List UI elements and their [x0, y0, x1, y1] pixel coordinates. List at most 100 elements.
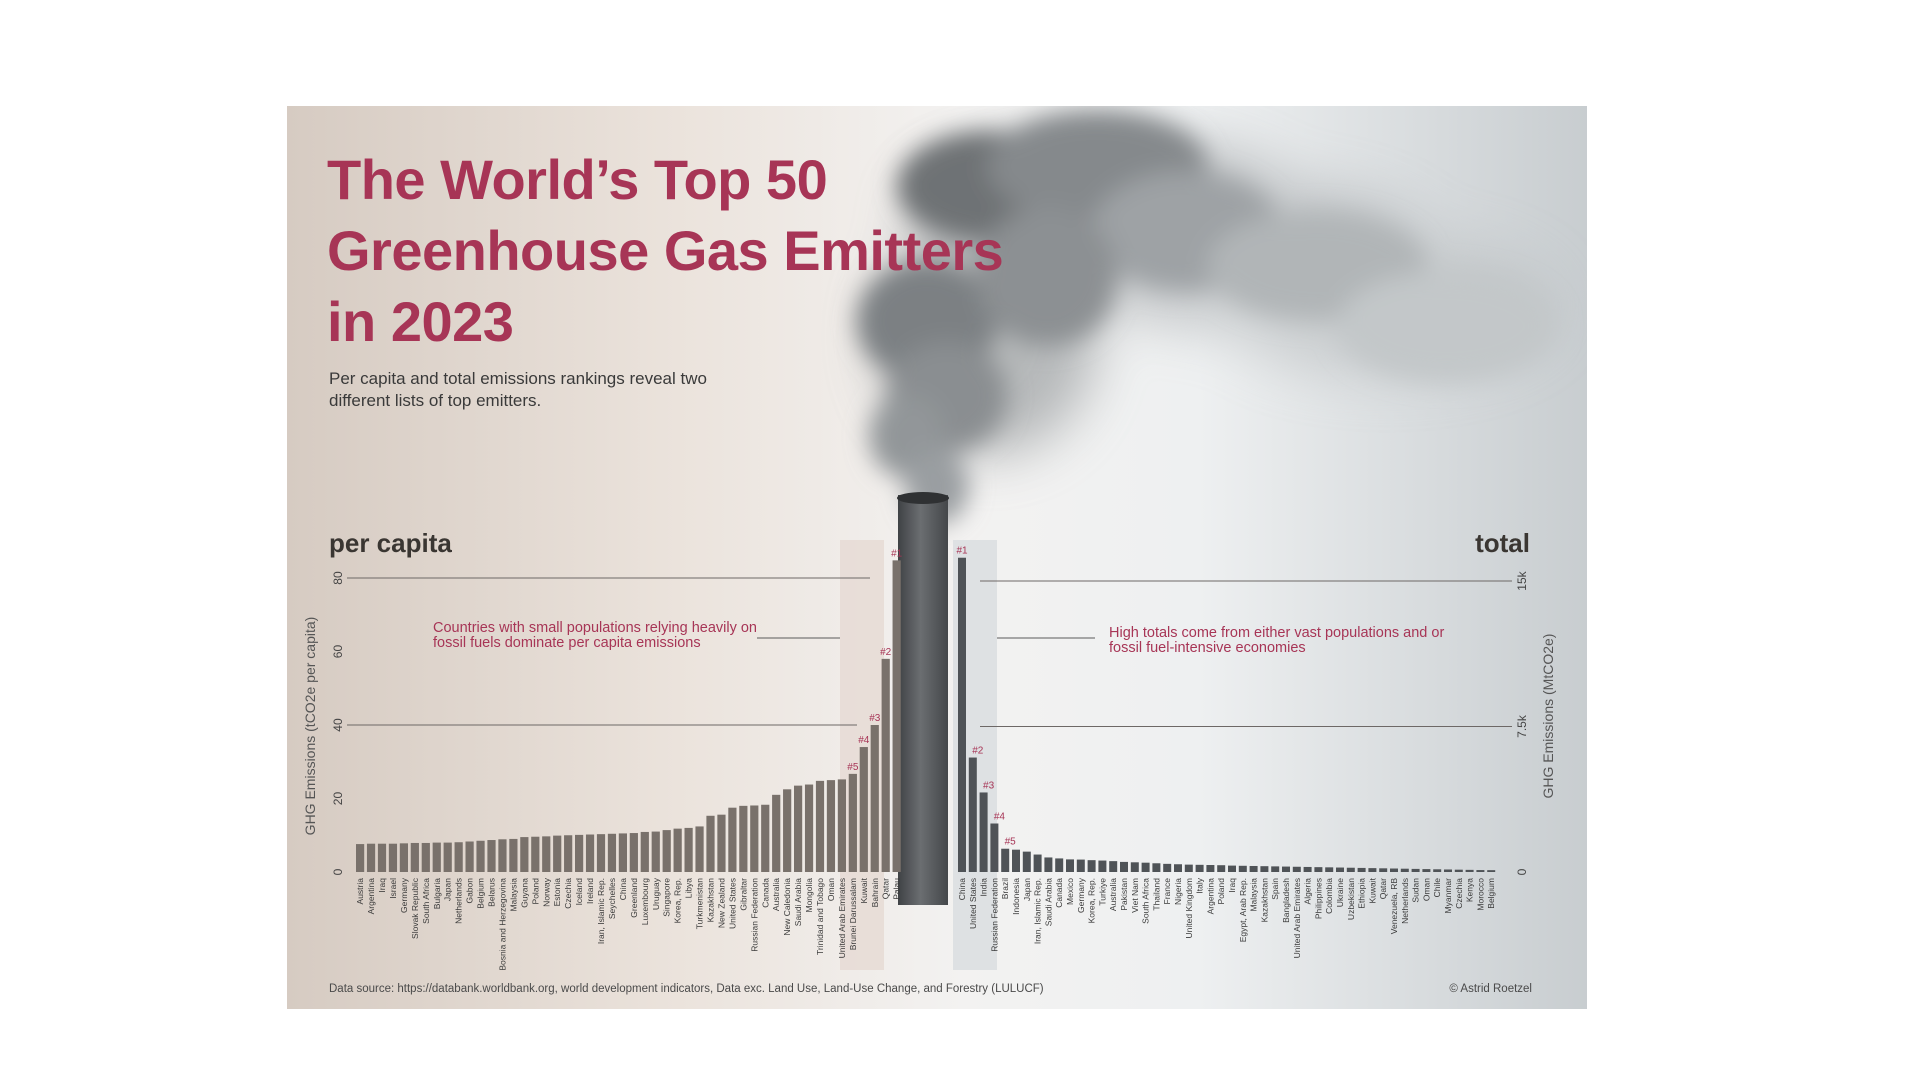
per-capita-category-label: Uruguay: [651, 877, 661, 910]
per-capita-bar: [410, 842, 419, 872]
per-capita-category-label: United Arab Emirates: [837, 878, 847, 958]
per-capita-category-label: New Zealand: [716, 878, 726, 928]
per-capita-category-label: Libya: [684, 878, 694, 899]
total-category-label: Morocco: [1475, 878, 1485, 911]
per-capita-bar: [575, 834, 584, 872]
per-capita-category-label: Iceland: [574, 878, 584, 906]
total-category-label: Netherlands: [1400, 878, 1410, 924]
total-category-label: Canada: [1054, 878, 1064, 908]
total-category-label: Iraq: [1227, 878, 1237, 893]
total-category-label: Australia: [1108, 878, 1118, 911]
total-bar: [1454, 869, 1463, 872]
per-capita-bar: [498, 839, 507, 872]
per-capita-bar: [399, 843, 408, 872]
per-capita-bar: [794, 785, 803, 872]
per-capita-bar: [772, 794, 781, 872]
per-capita-category-label: Norway: [541, 877, 551, 907]
per-capita-category-label: Saudi Arabia: [793, 878, 803, 926]
per-capita-category-label: Japan: [443, 878, 453, 901]
total-category-label: Thailand: [1151, 878, 1161, 911]
total-category-label: Chile: [1432, 878, 1442, 898]
per-capita-bar: [739, 805, 748, 872]
total-bar: [1336, 867, 1344, 872]
per-capita-category-label: Poland: [530, 878, 540, 905]
per-capita-category-label: Slovak Republic: [410, 877, 420, 939]
total-bar: [1346, 867, 1355, 872]
per-capita-category-label: Kuwait: [859, 877, 869, 903]
total-category-label: Iran, Islamic Rep.: [1033, 878, 1043, 944]
per-capita-category-label: Israel: [388, 878, 398, 899]
per-capita-bar: [750, 805, 759, 872]
total-bar: [1066, 859, 1074, 872]
total-bar: [1087, 860, 1096, 872]
per-capita-bar: [454, 842, 463, 872]
total-bar: [1022, 851, 1031, 872]
total-rank-label: #3: [983, 780, 995, 791]
per-capita-category-label: Malaysia: [508, 878, 518, 912]
total-bar: [1368, 868, 1377, 872]
total-bar: [1422, 869, 1431, 872]
total-category-label: Kazakhstan: [1259, 878, 1269, 923]
total-bar: [1282, 866, 1290, 872]
per-capita-bar: [585, 834, 595, 872]
per-capita-rank-label: #1: [891, 548, 903, 559]
total-category-label: Kuwait: [1367, 877, 1377, 903]
total-category-label: Nigeria: [1173, 878, 1183, 905]
per-capita-annotation: Countries with small populations relying…: [433, 620, 757, 651]
subtitle: Per capita and total emissions rankings …: [329, 369, 707, 410]
per-capita-bar: [706, 815, 715, 872]
total-annotation: High totals come from either vast popula…: [1109, 625, 1445, 656]
total-bar: [1163, 863, 1172, 872]
per-capita-bar: [465, 841, 474, 872]
total-bar: [1400, 868, 1409, 872]
total-bar: [1217, 865, 1226, 872]
total-rank-label: #5: [1005, 837, 1017, 848]
total-rank-label: #2: [972, 746, 984, 757]
per-capita-category-label: Bahrain: [870, 878, 880, 908]
per-capita-bar: [542, 836, 551, 872]
total-bar: [1292, 866, 1301, 872]
total-bar: [990, 823, 999, 872]
total-bar: [1325, 867, 1334, 872]
total-bar: [1228, 865, 1236, 872]
per-capita-category-label: Mongolia: [804, 878, 814, 913]
per-capita-rank-label: #2: [880, 647, 892, 658]
total-bar: [1130, 862, 1139, 872]
per-capita-bar: [728, 807, 737, 872]
per-capita-category-label: Netherlands: [454, 878, 464, 924]
per-capita-bar: [662, 830, 671, 872]
per-capita-bar: [848, 773, 857, 872]
total-bar: [1303, 866, 1312, 872]
per-capita-bar: [564, 835, 573, 872]
total-category-label: China: [957, 878, 967, 900]
total-category-label: Algeria: [1303, 878, 1313, 905]
per-capita-ytick-label: 0: [331, 868, 345, 875]
total-category-label: Myanmar: [1443, 878, 1453, 914]
per-capita-category-label: Gibraltar: [738, 878, 748, 911]
total-category-label: India: [979, 878, 989, 897]
per-capita-bar: [783, 789, 792, 872]
total-bar: [1487, 870, 1496, 872]
total-bar: [968, 757, 977, 872]
total-category-label: Germany: [1076, 877, 1086, 913]
total-category-label: Belgium: [1486, 878, 1496, 909]
per-capita-category-label: Guyana: [519, 878, 529, 908]
per-capita-bar: [487, 840, 496, 872]
total-category-label: Viet Nam: [1130, 878, 1140, 913]
total-bar: [1476, 870, 1485, 872]
total-category-label: Poland: [1216, 878, 1226, 905]
per-capita-ytick-label: 80: [331, 571, 345, 585]
total-category-label: Colombia: [1324, 878, 1334, 914]
total-category-label: Brazil: [1000, 878, 1010, 899]
total-bar: [1152, 863, 1161, 872]
total-category-label: Spain: [1270, 878, 1280, 900]
total-category-label: United Kingdom: [1184, 878, 1194, 938]
total-category-label: Turkiye: [1097, 878, 1107, 906]
total-bar: [1141, 862, 1150, 872]
per-capita-bar: [859, 747, 868, 872]
total-bar: [958, 557, 966, 872]
total-rank-label: #1: [956, 546, 968, 557]
total-bar: [1314, 867, 1323, 872]
per-capita-category-label: United States: [727, 878, 737, 929]
total-category-label: Egypt, Arab Rep.: [1238, 878, 1248, 942]
